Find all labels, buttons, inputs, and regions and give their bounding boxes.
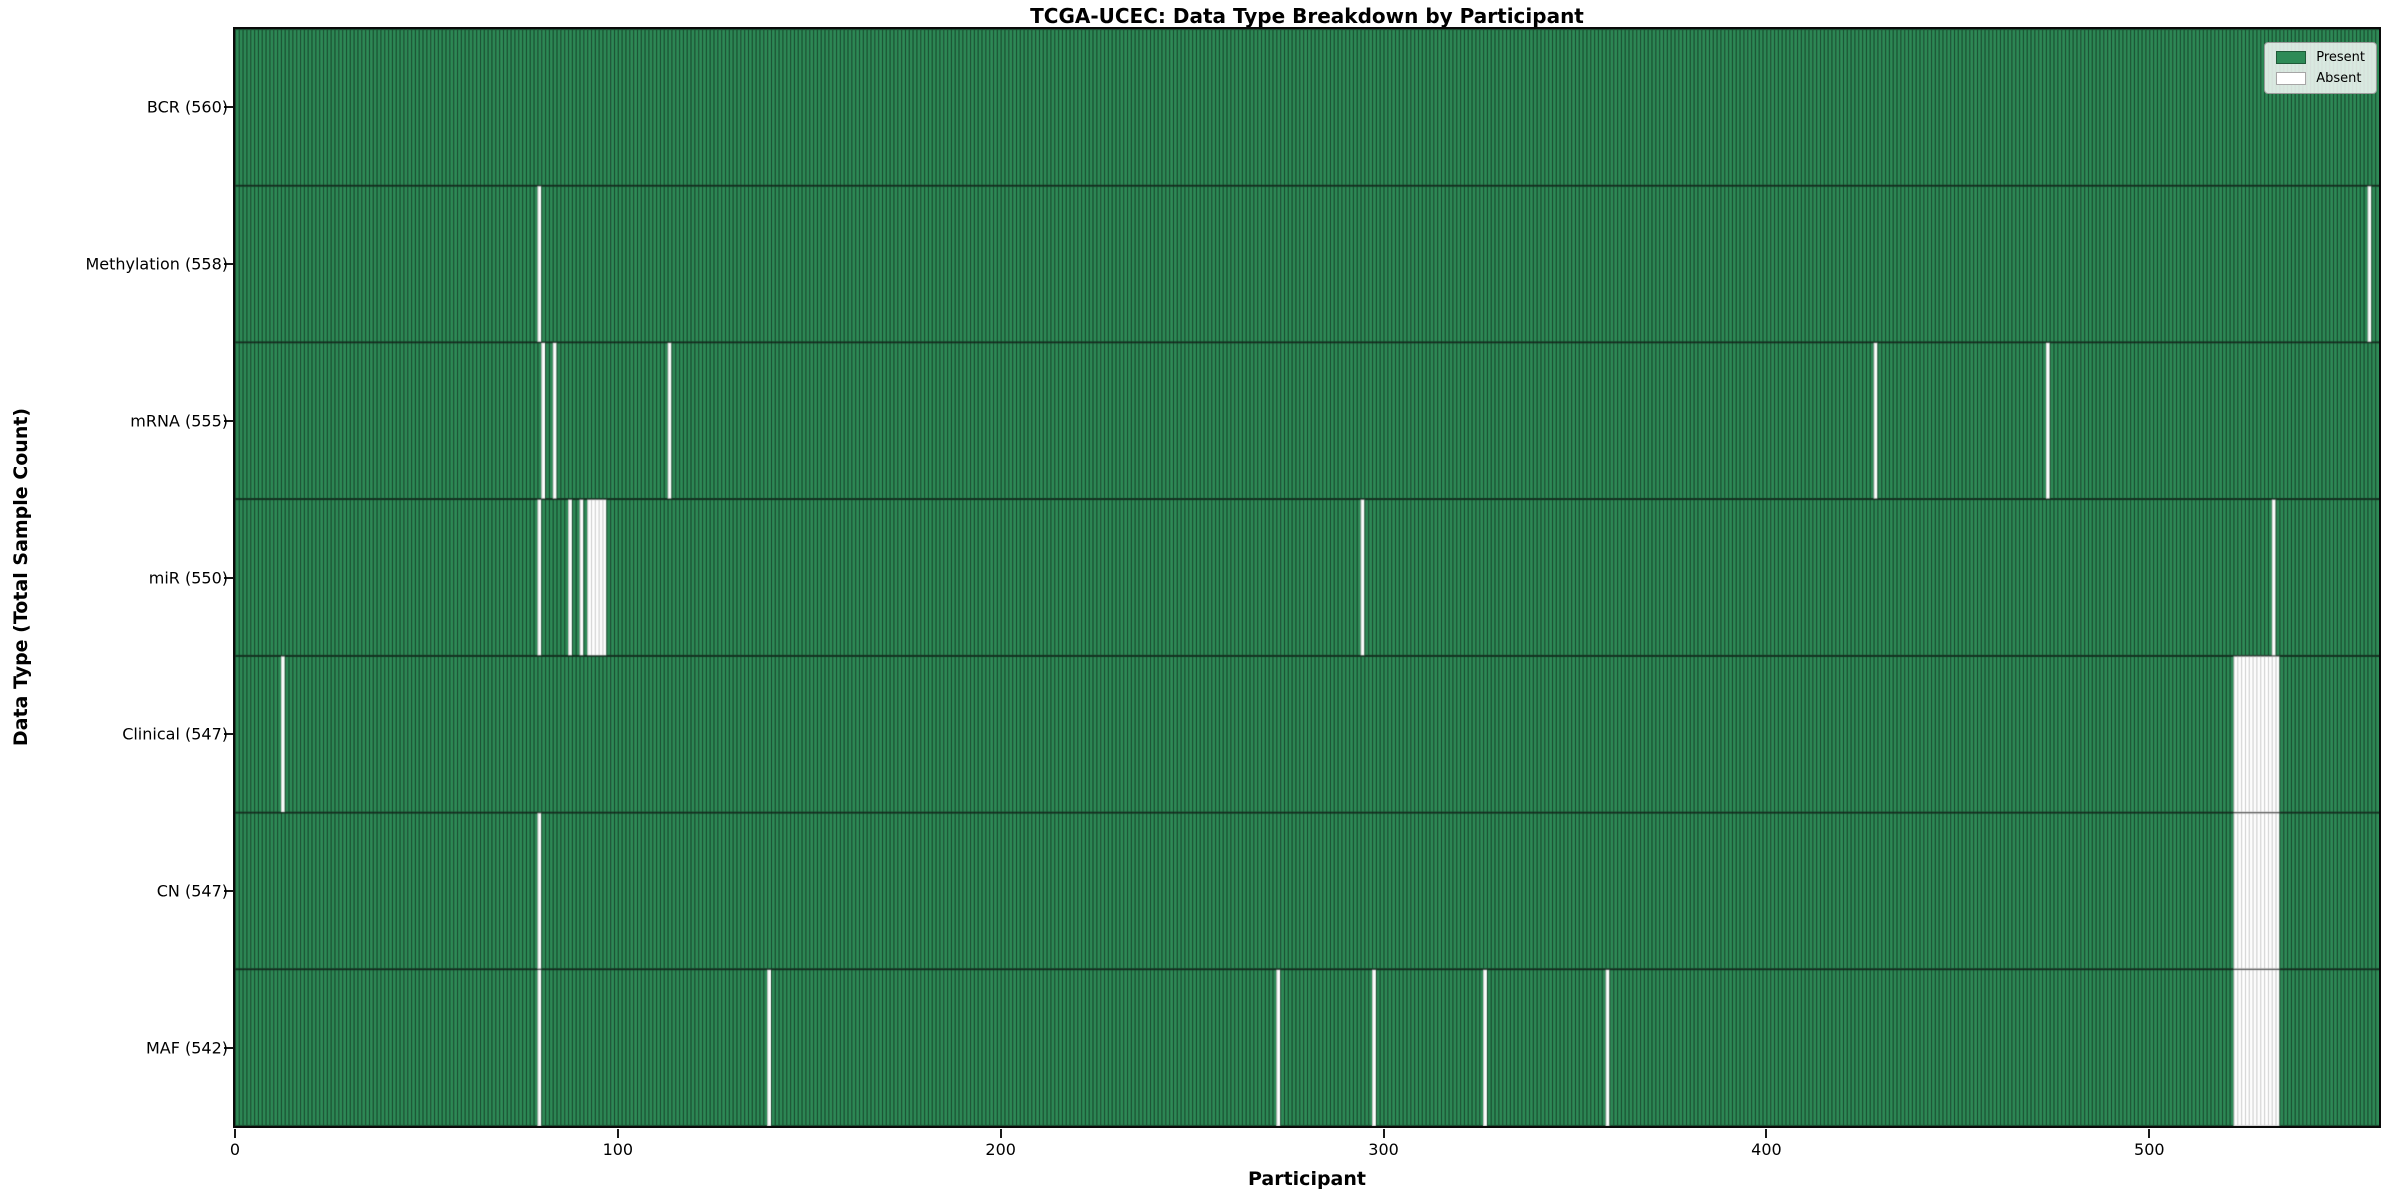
legend-label-present: Present <box>2316 50 2365 65</box>
y-tick-mark <box>224 419 233 422</box>
y-tick-label-CN: CN (547) <box>156 881 228 901</box>
y-tick-mark <box>224 1046 233 1049</box>
x-tick-label: 500 <box>2134 1140 2165 1159</box>
x-tick-mark <box>234 1129 236 1138</box>
x-tick-label: 100 <box>602 1140 634 1159</box>
y-axis-label: Data Type (Total Sample Count) <box>10 407 32 747</box>
present-swatch-icon <box>2276 51 2307 64</box>
y-tick-label-Clinical: Clinical (547) <box>122 724 228 744</box>
x-tick-label: 200 <box>985 1140 1016 1159</box>
x-tick-mark <box>1765 1129 1768 1138</box>
y-tick-mark <box>224 733 233 736</box>
x-tick-mark <box>1382 1129 1385 1138</box>
legend-label-absent: Absent <box>2316 71 2362 86</box>
absent-swatch-icon <box>2276 72 2307 85</box>
y-tick-mark <box>224 576 233 579</box>
y-tick-label-Methylation: Methylation (558) <box>85 254 228 274</box>
chart-title: TCGA-UCEC: Data Type Breakdown by Partic… <box>1030 4 1584 28</box>
legend: Present Absent <box>2264 42 2377 94</box>
legend-item-present: Present <box>2276 50 2365 65</box>
x-tick-label: 0 <box>229 1140 241 1159</box>
y-tick-mark <box>224 263 233 266</box>
presence-matrix-canvas <box>235 29 2379 1126</box>
y-tick-label-MAF: MAF (542) <box>145 1038 228 1058</box>
x-tick-mark <box>999 1129 1002 1138</box>
y-tick-mark <box>224 889 233 892</box>
y-tick-label-miR: miR (550) <box>148 568 228 587</box>
x-tick-mark <box>2148 1129 2151 1138</box>
x-tick-label: 400 <box>1751 1140 1782 1159</box>
y-tick-label-BCR: BCR (560) <box>146 97 228 117</box>
legend-item-absent: Absent <box>2276 71 2365 86</box>
y-tick-mark <box>224 106 233 109</box>
x-tick-mark <box>616 1129 619 1138</box>
y-tick-label-mRNA: mRNA (555) <box>130 411 228 431</box>
x-tick-label: 300 <box>1368 1140 1399 1159</box>
plot-area <box>233 27 2381 1128</box>
x-axis-label: Participant <box>1247 1168 1366 1190</box>
